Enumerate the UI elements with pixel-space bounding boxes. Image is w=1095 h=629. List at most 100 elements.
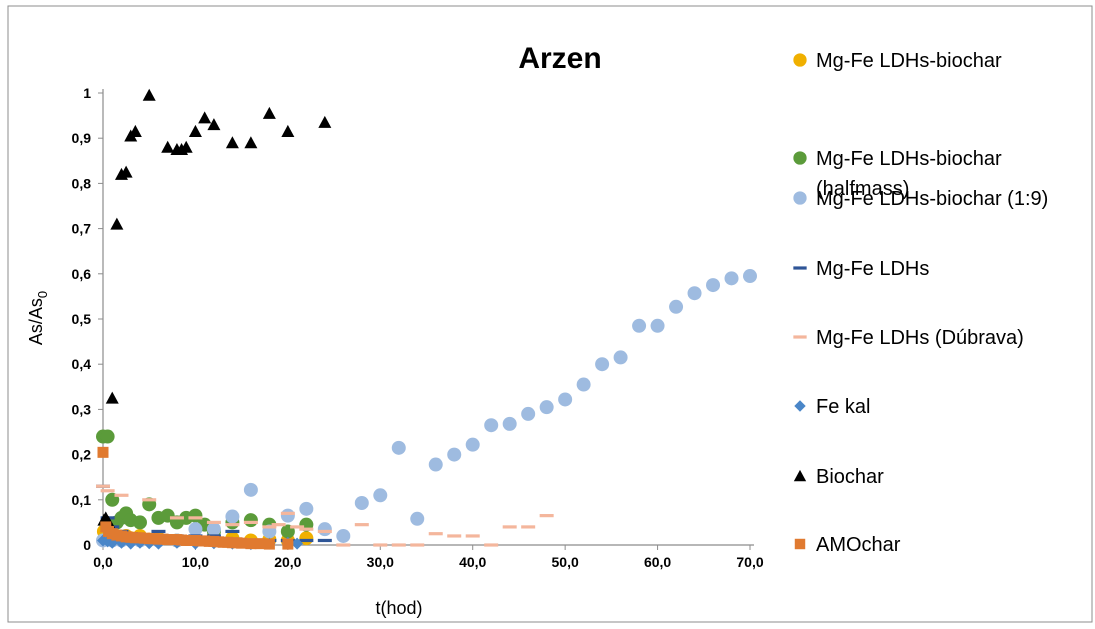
- legend-label: Mg-Fe LDHs-biochar (1:9): [816, 188, 1048, 210]
- series-7: [97, 446, 294, 550]
- data-point: [724, 271, 739, 286]
- chart-border: [7, 5, 1093, 623]
- data-point: [282, 538, 294, 550]
- x-tick-label: 20,0: [274, 554, 301, 570]
- data-point: [254, 538, 266, 550]
- y-tick-label: 0,1: [72, 492, 92, 508]
- legend-item: Mg-Fe LDHs-biochar (halfmass): [793, 148, 1002, 200]
- legend-label: (halfmass): [816, 178, 909, 200]
- legend-label: Mg-Fe LDHs-biochar: [816, 148, 1002, 170]
- data-point: [317, 529, 332, 534]
- data-point: [262, 106, 276, 119]
- data-point: [632, 318, 647, 333]
- data-point: [521, 525, 536, 529]
- data-point: [169, 516, 184, 520]
- data-point: [207, 118, 221, 131]
- data-point: [97, 446, 109, 458]
- data-point: [354, 523, 369, 527]
- data-point: [132, 515, 147, 530]
- data-point: [290, 525, 305, 529]
- data-point: [128, 124, 142, 137]
- data-point: [318, 115, 332, 128]
- y-tick-label: 0,4: [72, 356, 92, 372]
- legend-label: Fe kal: [816, 396, 870, 418]
- data-point: [317, 538, 332, 543]
- legend-label: Mg-Fe LDHs-biochar: [816, 50, 1002, 72]
- data-point: [373, 488, 388, 503]
- data-point: [280, 508, 295, 523]
- data-point: [336, 543, 351, 547]
- data-point: [484, 418, 499, 433]
- data-point: [206, 520, 221, 524]
- y-tick-label: 0,7: [72, 221, 92, 237]
- y-tick-label: 0,6: [72, 266, 92, 282]
- legend-item: Biochar: [793, 466, 884, 488]
- y-tick-label: 0,9: [72, 130, 92, 146]
- data-point: [595, 357, 610, 372]
- plot-area: 0 0,1 0,2 0,3 0,4 0,5 0,6 0,7 0,8 0,9 1 0,0 10,0 20,…: [72, 85, 764, 570]
- legend-label: AMOchar: [816, 534, 901, 556]
- x-tick-label: 40,0: [459, 554, 486, 570]
- data-point: [317, 522, 332, 537]
- data-point: [225, 523, 240, 527]
- data-point: [225, 136, 239, 149]
- y-tick-label: 0,3: [72, 401, 92, 417]
- data-point: [96, 484, 110, 488]
- data-point: [225, 529, 240, 534]
- y-tick-label: 0: [83, 537, 91, 553]
- data-point: [539, 400, 554, 415]
- legend-marker: [793, 151, 807, 165]
- data-point: [188, 124, 202, 137]
- x-tick-label: 0,0: [93, 554, 113, 570]
- data-point: [558, 392, 573, 407]
- series-6: [97, 88, 332, 528]
- y-axis-title: As/As0: [26, 291, 50, 345]
- data-point: [502, 416, 517, 431]
- data-point: [225, 509, 240, 524]
- x-tick-label: 70,0: [736, 554, 763, 570]
- data-point: [100, 429, 115, 444]
- legend-item: AMOchar: [794, 534, 901, 556]
- y-axis-ticks: 0 0,1 0,2 0,3 0,4 0,5 0,6 0,7 0,8 0,9 1: [72, 85, 103, 553]
- data-point: [410, 511, 425, 526]
- data-point: [110, 217, 124, 230]
- legend-marker: [793, 469, 807, 482]
- data-point: [100, 489, 115, 493]
- legend-marker: [794, 538, 806, 550]
- legend-item: Mg-Fe LDHs-biochar (1:9): [793, 188, 1048, 210]
- data-point: [299, 538, 314, 543]
- data-point: [198, 111, 212, 124]
- data-point: [428, 532, 443, 536]
- legend-marker: [794, 400, 806, 412]
- data-point: [142, 88, 156, 101]
- x-tick-label: 10,0: [182, 554, 209, 570]
- data-point: [262, 525, 277, 529]
- legend: Mg-Fe LDHs-biochar Mg-Fe LDHs-biochar (hal…: [793, 50, 1048, 556]
- data-point: [465, 437, 480, 452]
- chart-title: Arzen: [518, 42, 601, 75]
- y-axis-title-subscript: 0: [35, 291, 50, 298]
- y-tick-label: 0,2: [72, 447, 92, 463]
- data-point: [151, 529, 166, 534]
- data-point: [188, 522, 203, 537]
- data-point: [687, 286, 702, 301]
- x-axis-title: t(hod): [375, 598, 422, 618]
- series-layer: [96, 88, 757, 551]
- data-point: [280, 511, 295, 515]
- data-point: [373, 543, 388, 547]
- data-point: [465, 534, 480, 538]
- data-point: [576, 377, 591, 392]
- data-point: [354, 495, 369, 510]
- data-point: [245, 538, 257, 550]
- data-point: [299, 501, 314, 516]
- data-point: [669, 299, 684, 314]
- x-tick-label: 50,0: [552, 554, 579, 570]
- x-tick-label: 30,0: [367, 554, 394, 570]
- x-tick-label: 60,0: [644, 554, 671, 570]
- data-point: [391, 543, 406, 547]
- legend-marker: [793, 53, 807, 67]
- data-point: [428, 457, 443, 472]
- legend-label: Mg-Fe LDHs: [816, 258, 929, 280]
